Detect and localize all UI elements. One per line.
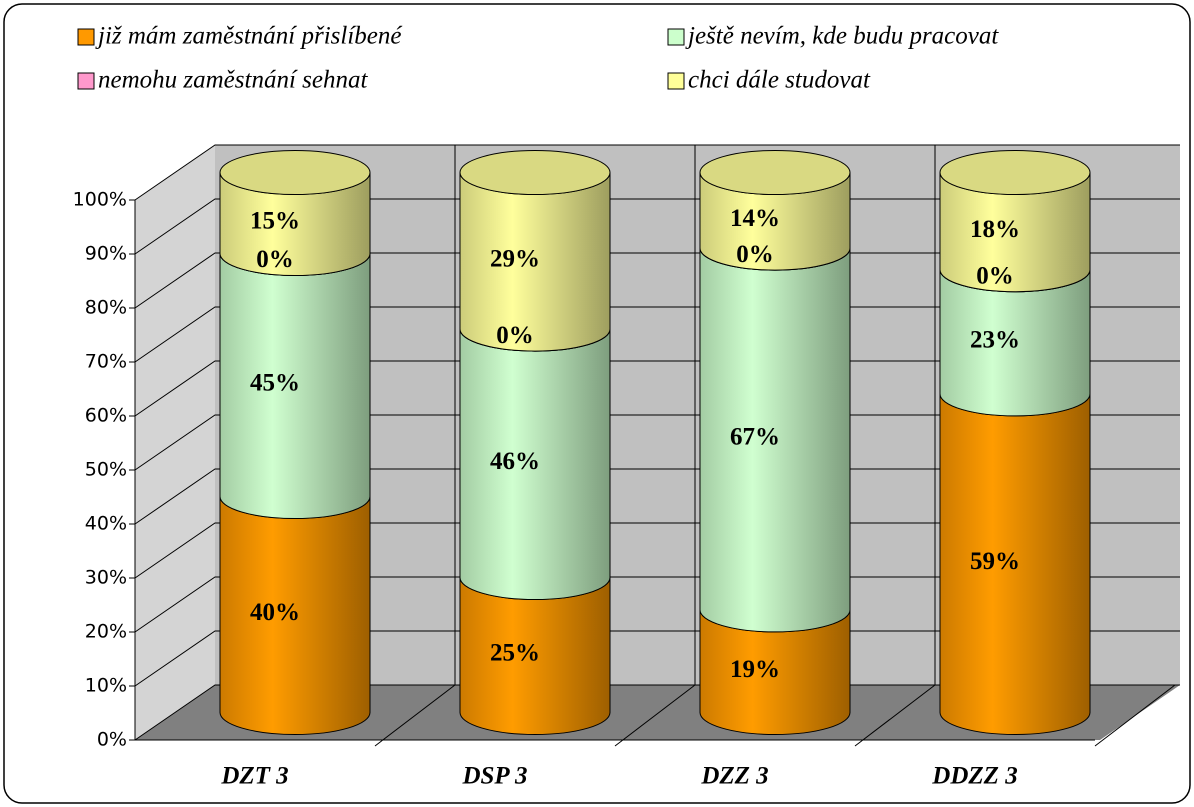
data-label: 46% [490, 448, 540, 475]
cylinder-segment [219, 150, 371, 276]
data-label: 40% [250, 599, 300, 626]
grid-line [134, 360, 1180, 417]
cylinder-segment [459, 150, 611, 352]
grid-line [134, 576, 1180, 633]
y-tick-label: 90% [85, 243, 127, 265]
data-label: 14% [730, 205, 780, 232]
legend-label: nemohu zaměstnání sehnat [98, 67, 368, 94]
cylinder-segment [699, 150, 851, 271]
data-label: 29% [490, 246, 540, 273]
cylinder-segment [939, 150, 1091, 293]
y-tick-label: 0% [97, 729, 127, 751]
grid-line [134, 522, 1180, 579]
grid-line [134, 630, 1180, 687]
data-label: 15% [250, 208, 300, 235]
legend-swatch [667, 28, 685, 46]
grid-line [134, 198, 1180, 255]
grid-line [134, 306, 1180, 363]
data-label: 18% [970, 216, 1020, 243]
data-label: 23% [970, 327, 1020, 354]
category-divider [1094, 684, 1176, 747]
category-divider [614, 684, 696, 747]
grid-line [134, 468, 1180, 525]
floor [135, 685, 1180, 740]
grid-line [134, 414, 1180, 471]
x-tick-label: DDZZ 3 [931, 763, 1017, 790]
y-tick-label: 20% [85, 621, 127, 643]
category-divider [374, 684, 456, 747]
x-tick-label: DSP 3 [461, 763, 527, 790]
x-tick-label: DZT 3 [220, 763, 288, 790]
cylinder-cap [459, 150, 611, 195]
data-label: 19% [730, 656, 780, 683]
cylinder-cap [219, 150, 371, 195]
data-label: 25% [490, 640, 540, 667]
x-tick-label: DZZ 3 [700, 763, 768, 790]
cylinder-cap [699, 150, 851, 195]
y-tick-label: 60% [85, 405, 127, 427]
grid-line [134, 252, 1180, 309]
legend-swatch [667, 72, 685, 90]
data-label: 45% [250, 370, 300, 397]
y-tick-label: 70% [85, 351, 127, 373]
cylinder-cap [939, 150, 1091, 195]
y-tick-label: 10% [85, 675, 127, 697]
legend-label: chci dále studovat [688, 67, 871, 94]
grid-line [134, 684, 1180, 741]
y-tick-label: 30% [85, 567, 127, 589]
y-tick-label: 40% [85, 513, 127, 535]
data-label: 67% [730, 424, 780, 451]
data-label: 0% [256, 246, 294, 273]
grid-line [134, 144, 1180, 201]
data-label: 0% [736, 241, 774, 268]
legend-swatch [77, 28, 95, 46]
y-tick-label: 80% [85, 297, 127, 319]
data-label: 0% [976, 262, 1014, 289]
data-label: 59% [970, 548, 1020, 575]
legend-label: ještě nevím, kde budu pracovat [685, 23, 999, 50]
y-tick-label: 100% [73, 189, 127, 211]
legend-swatch [77, 72, 95, 90]
data-label: 0% [496, 322, 534, 349]
legend-label: již mám zaměstnání přislíbené [95, 23, 402, 50]
category-divider [854, 684, 936, 747]
y-tick-label: 50% [85, 459, 127, 481]
